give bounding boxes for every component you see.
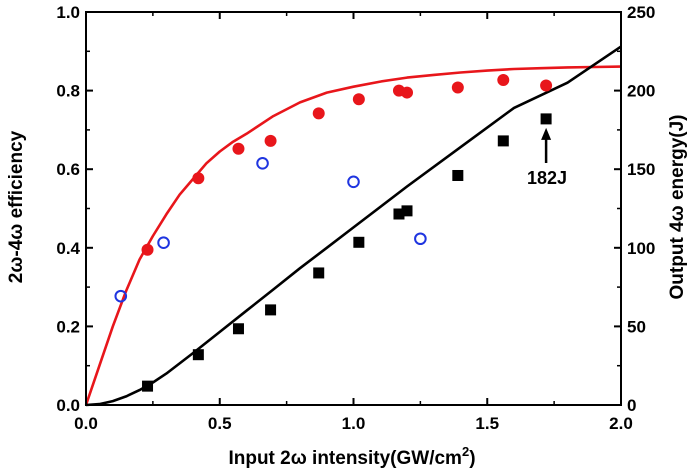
- efficiency-measured-point: [540, 79, 553, 92]
- efficiency-open-point: [347, 175, 360, 189]
- y-right-tick-label: 150: [627, 160, 655, 179]
- energy-measured-point: [497, 135, 509, 147]
- efficiency-measured-point: [352, 93, 365, 106]
- x-axis-title: Input 2ω intensity(GW/cm2): [228, 444, 475, 469]
- y-left-tick-label: 1.0: [56, 3, 80, 22]
- annotation-label: 182J: [527, 168, 567, 188]
- x-tick-label: 1.0: [342, 414, 366, 433]
- x-axis-title-superscript: 2: [462, 444, 469, 459]
- energy-measured-point: [313, 267, 325, 279]
- energy-measured-point: [540, 113, 552, 125]
- marker-layer: [114, 73, 553, 392]
- energy-measured-point: [265, 304, 277, 316]
- energy-measured-point: [192, 349, 204, 361]
- y-right-tick-label: 100: [627, 239, 655, 258]
- y-right-tick-label: 0: [627, 396, 636, 415]
- efficiency-measured-point: [401, 86, 413, 99]
- y-left-axis-title: 2ω-4ω efficiency: [6, 130, 27, 283]
- efficiency-open-point: [256, 157, 269, 170]
- efficiency-measured-point: [264, 134, 277, 147]
- efficiency-measured-point: [232, 142, 245, 155]
- efficiency-open-point: [157, 236, 170, 249]
- energy-measured-point: [393, 208, 405, 220]
- x-tick-label: 2.0: [609, 414, 633, 433]
- energy-measured-point: [401, 205, 413, 217]
- x-tick-label: 0.5: [208, 414, 232, 433]
- annotation-arrowhead: [541, 127, 552, 140]
- x-axis-title-main: Input 2ω intensity(GW/cm: [228, 448, 462, 469]
- efficiency-measured-point: [141, 243, 154, 256]
- efficiency-measured-point: [451, 81, 464, 94]
- energy-model-line: [85, 45, 622, 407]
- energy-measured-point: [353, 236, 365, 248]
- energy-measured-point: [142, 380, 154, 392]
- y-right-tick-label: 250: [627, 3, 655, 22]
- axes-layer: 0.0 0.5 1.0 1.5 2.0 0.0 0.2 0.4 0.6 0.8 1.0 0 50 100 1…: [56, 3, 655, 433]
- energy-measured-point: [232, 323, 244, 335]
- y-right-tick-label: 50: [627, 317, 646, 336]
- x-tick-label: 1.5: [475, 414, 499, 433]
- x-tick-label: 0.0: [74, 414, 98, 433]
- y-left-tick-label: 0.2: [56, 317, 80, 336]
- y-left-tick-label: 0.8: [56, 82, 80, 101]
- y-left-tick-label: 0.4: [56, 239, 80, 258]
- efficiency-open-point: [114, 289, 128, 303]
- efficiency-measured-point: [497, 73, 510, 86]
- y-left-tick-label: 0.0: [56, 396, 80, 415]
- y-right-axis-title: Output 4ω energy(J): [667, 115, 688, 300]
- x-axis-title-close: ): [469, 448, 475, 469]
- efficiency-measured-point: [312, 107, 325, 120]
- y-left-tick-label: 0.6: [56, 160, 80, 179]
- efficiency-open-point: [414, 232, 427, 246]
- y-right-tick-label: 200: [627, 82, 655, 101]
- plot-frame: [85, 11, 622, 406]
- efficiency-measured-point: [192, 172, 205, 185]
- energy-measured-point: [452, 169, 464, 181]
